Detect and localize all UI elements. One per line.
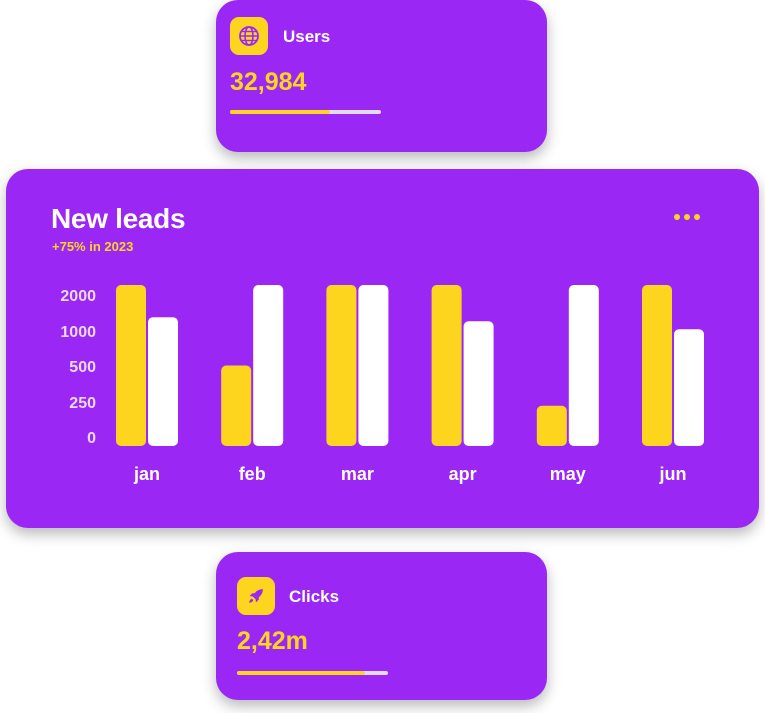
- bar-mar-yellow: [326, 285, 357, 446]
- more-dot: [694, 214, 700, 220]
- users-label: Users: [283, 27, 331, 46]
- users-value: 32,984: [230, 68, 307, 96]
- clicks-label: Clicks: [289, 587, 340, 606]
- bar-may-yellow: [536, 405, 567, 446]
- x-tick-label: jan: [133, 464, 160, 484]
- rocket-icon: [237, 577, 275, 615]
- bar-jun-white: [674, 329, 704, 446]
- y-tick-label: 0: [87, 430, 96, 447]
- x-tick-label: jun: [659, 464, 687, 484]
- x-tick-label: apr: [449, 464, 477, 484]
- clicks-progress-bar: [237, 671, 388, 675]
- globe-icon: [230, 17, 268, 55]
- users-progress-fill: [230, 110, 330, 114]
- chart-title: New leads: [51, 203, 186, 234]
- x-tick-label: may: [550, 464, 586, 484]
- users-card: Users 32,984: [216, 0, 547, 152]
- y-tick-label: 1000: [60, 324, 96, 341]
- clicks-progress-fill: [237, 671, 366, 675]
- x-tick-label: feb: [239, 464, 266, 484]
- chart-subtitle: +75% in 2023: [52, 239, 134, 254]
- bar-mar-white: [358, 285, 389, 446]
- more-dot: [684, 214, 690, 220]
- clicks-card: Clicks 2,42m: [216, 552, 547, 700]
- bar-jan-white: [148, 317, 178, 446]
- leads-bar-chart: 2000 1000 500 250 0 jan feb mar apr may jun: [60, 285, 704, 484]
- bar-apr-white: [463, 321, 494, 446]
- bar-feb-yellow: [221, 365, 252, 446]
- bar-jun-yellow: [642, 285, 672, 446]
- new-leads-card: New leads +75% in 2023 2000 1000 500 250 0 ja…: [6, 169, 759, 528]
- x-tick-label: mar: [341, 464, 374, 484]
- bar-feb-white: [253, 285, 284, 446]
- bar-apr-yellow: [431, 285, 462, 446]
- more-options-button[interactable]: [668, 207, 706, 227]
- users-progress-bar: [230, 110, 381, 114]
- y-tick-label: 500: [69, 359, 96, 376]
- clicks-value: 2,42m: [237, 627, 308, 655]
- bar-jan-yellow: [116, 285, 146, 446]
- y-tick-label: 250: [69, 395, 96, 412]
- bar-may-white: [568, 285, 599, 446]
- y-tick-label: 2000: [60, 288, 96, 305]
- more-dots-icon: [674, 214, 680, 220]
